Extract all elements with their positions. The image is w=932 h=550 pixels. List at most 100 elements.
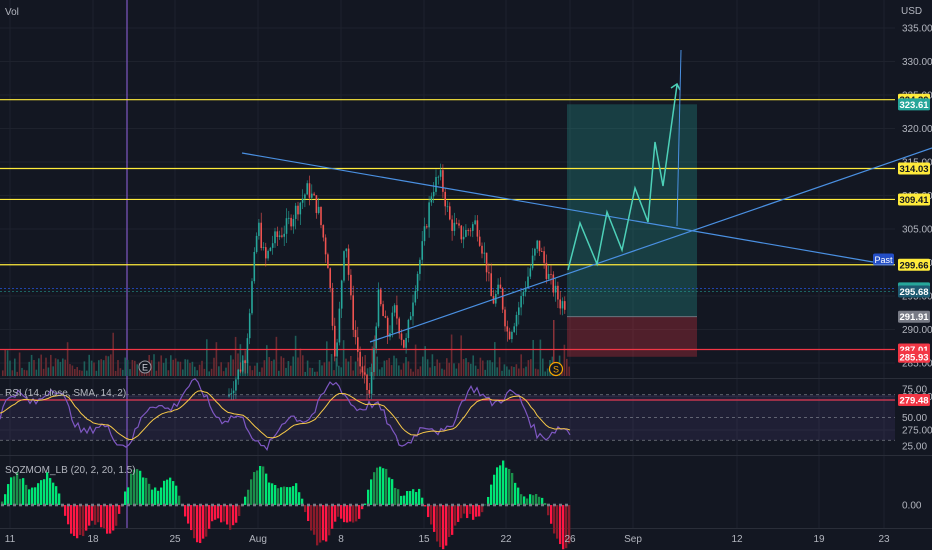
volume-bar [532,339,534,376]
momentum-bar [538,496,541,505]
volume-bar [472,355,474,376]
date-tick-label: 25 [169,534,181,545]
candle [253,247,256,284]
squeeze-dot [553,503,556,507]
momentum-bar [148,483,151,505]
momentum-bar [202,505,205,539]
momentum-bar [19,478,22,505]
squeeze-dot [469,503,472,507]
volume-bar [484,369,486,376]
volume-bar [215,342,218,376]
volume-bar [501,370,503,376]
momentum-bar [532,495,535,505]
volume-bar [177,361,179,376]
volume-bar [35,369,38,376]
volume-bar [326,341,328,376]
past-label-tag[interactable]: Past [873,253,894,266]
candle [232,381,235,400]
volume-bar [386,360,388,376]
squeeze-dot [397,503,400,507]
momentum-bar [499,465,502,505]
candle [458,219,460,229]
date-tick-label: 19 [813,534,825,545]
candle [564,296,566,314]
momentum-bar [319,505,322,543]
candle [435,169,437,195]
momentum-bar [277,488,280,505]
squeeze-dot [283,503,286,507]
candle [370,363,373,400]
candle [449,202,451,221]
volume-bar [225,367,227,376]
svg-text:295.68: 295.68 [899,287,928,298]
earnings-marker[interactable]: E [138,360,152,374]
momentum-bar [514,482,517,505]
candle [352,285,354,338]
volume-bar [90,360,93,376]
svg-text:299.66: 299.66 [899,260,928,271]
squeeze-dot [199,503,202,507]
momentum-bar [547,505,550,516]
momentum-bar [238,505,241,517]
momentum-bar [106,505,109,534]
squeeze-dot [385,503,388,507]
momentum-bar [169,477,172,505]
candle [508,327,511,340]
volume-bar [136,364,138,376]
momentum-bar [298,492,301,505]
volume-bar [388,358,390,376]
volume-bar [400,369,402,376]
volume-bar [52,366,54,376]
momentum-bar [232,505,235,526]
squeeze-dot [13,503,16,507]
candle [439,163,442,181]
earnings-marker-label: E [142,363,148,373]
candle [248,308,251,345]
momentum-bar [163,480,166,505]
momentum-bar [376,467,379,505]
squeeze-dot [541,503,544,507]
split-marker[interactable]: S [548,361,564,377]
candle [501,287,504,314]
momentum-bar [109,505,112,534]
candle [285,208,288,244]
momentum-bar [136,469,139,505]
volume-bar [14,358,16,376]
volume-bar [369,367,371,376]
volume-bar [18,352,21,376]
volume-bar [306,360,309,376]
candle [299,201,302,225]
volume-bar [213,357,215,376]
momentum-bar [253,472,256,505]
volume-bar [105,355,107,376]
volume-bar [429,367,431,376]
squeeze-dot [31,503,34,507]
candle [541,247,543,252]
volume-bar [124,357,126,376]
squeeze-dot [103,503,106,507]
momentum-bar [193,505,196,539]
level-price-badge: 279.48 [898,393,930,406]
momentum-bar [454,505,457,526]
momentum-bar [484,504,487,506]
volume-bar [470,363,472,376]
price-badge: 291.91 [898,310,930,323]
momentum-bar [361,505,364,510]
price-tick-label: 290.00 [902,325,932,336]
volume-bar [165,358,167,376]
volume-bar [374,335,376,376]
candle [423,217,426,246]
split-marker-label: S [553,365,559,375]
candle [504,306,506,332]
volume-bar [57,359,59,376]
squeeze-dot [337,503,340,507]
volume-bar [299,348,302,376]
candle [460,225,463,244]
volume-bar [45,357,47,376]
momentum-bar [160,487,163,505]
squeeze-dot [223,503,226,507]
squeeze-dot [307,503,310,507]
momentum-bar [508,469,511,505]
